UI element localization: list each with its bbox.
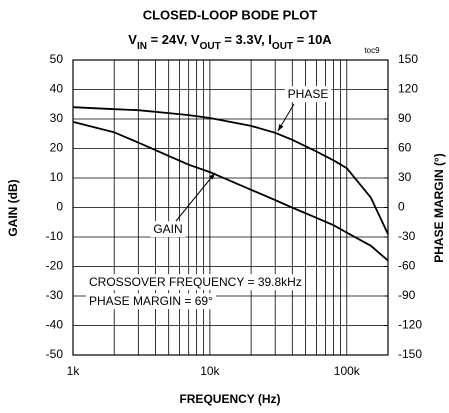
x-tick-label: 100k	[334, 364, 361, 378]
y2-tick-label: 60	[398, 141, 412, 155]
y-tick-label: 40	[50, 82, 64, 96]
y2-tick-label: -90	[398, 288, 416, 302]
y2-tick-label: -60	[398, 259, 416, 273]
y-tick-label: 10	[50, 170, 64, 184]
y-tick-label: 20	[50, 141, 64, 155]
y2-tick-label: 0	[398, 200, 405, 214]
chart-subtitle: VIN = 24V, VOUT = 3.3V, IOUT = 10A	[128, 32, 332, 52]
annotation-arrowhead	[208, 173, 215, 180]
series-line	[72, 106, 389, 235]
annotation: toc9	[364, 46, 380, 55]
annotation: PHASE	[288, 87, 329, 101]
y-tick-label: 0	[56, 200, 63, 214]
annotation-arrowhead	[278, 124, 284, 131]
chart-title: CLOSED-LOOP BODE PLOT	[143, 7, 318, 22]
y-tick-label: -30	[46, 288, 64, 302]
y-tick-label: 30	[50, 111, 64, 125]
y2-axis-label: PHASE MARGIN (°)	[432, 153, 446, 262]
y2-tick-label: 150	[398, 52, 418, 66]
annotation-leader	[175, 172, 216, 222]
x-axis-label: FREQUENCY (Hz)	[179, 392, 280, 406]
subtitle-part: = 3.3V, I	[221, 32, 272, 47]
subtitle-part: = 10A	[293, 32, 332, 47]
y2-tick-label: 90	[398, 111, 412, 125]
y-tick-label: -10	[46, 229, 64, 243]
y2-tick-label: -30	[398, 229, 416, 243]
annotation: PHASE MARGIN = 69°	[89, 294, 213, 308]
annotation: CROSSOVER FREQUENCY = 39.8kHz	[89, 275, 302, 289]
y-tick-label: -40	[46, 318, 64, 332]
y2-tick-label: -150	[398, 347, 422, 361]
annotation-bg	[284, 86, 332, 103]
y-axis-label: GAIN (dB)	[6, 179, 20, 236]
subtitle-subscript: IN	[137, 41, 147, 52]
x-tick-label: 10k	[200, 364, 220, 378]
annotation-bg	[150, 221, 186, 238]
y2-tick-label: 30	[398, 170, 412, 184]
annotation: GAIN	[153, 222, 182, 236]
plot-frame	[72, 59, 389, 356]
x-tick-label: 1k	[67, 364, 81, 378]
subtitle-subscript: OUT	[272, 41, 293, 52]
subtitle-part: V	[128, 32, 137, 47]
subtitle-subscript: OUT	[200, 41, 221, 52]
subtitle-part: = 24V, V	[147, 32, 200, 47]
y2-tick-label: 120	[398, 82, 418, 96]
annotation-bg	[86, 274, 305, 291]
y-tick-label: 50	[50, 52, 64, 66]
series-line	[72, 121, 389, 262]
y-tick-label: -20	[46, 259, 64, 273]
y-tick-label: -50	[46, 347, 64, 361]
y2-tick-label: -120	[398, 318, 422, 332]
annotation-bg	[86, 293, 217, 310]
